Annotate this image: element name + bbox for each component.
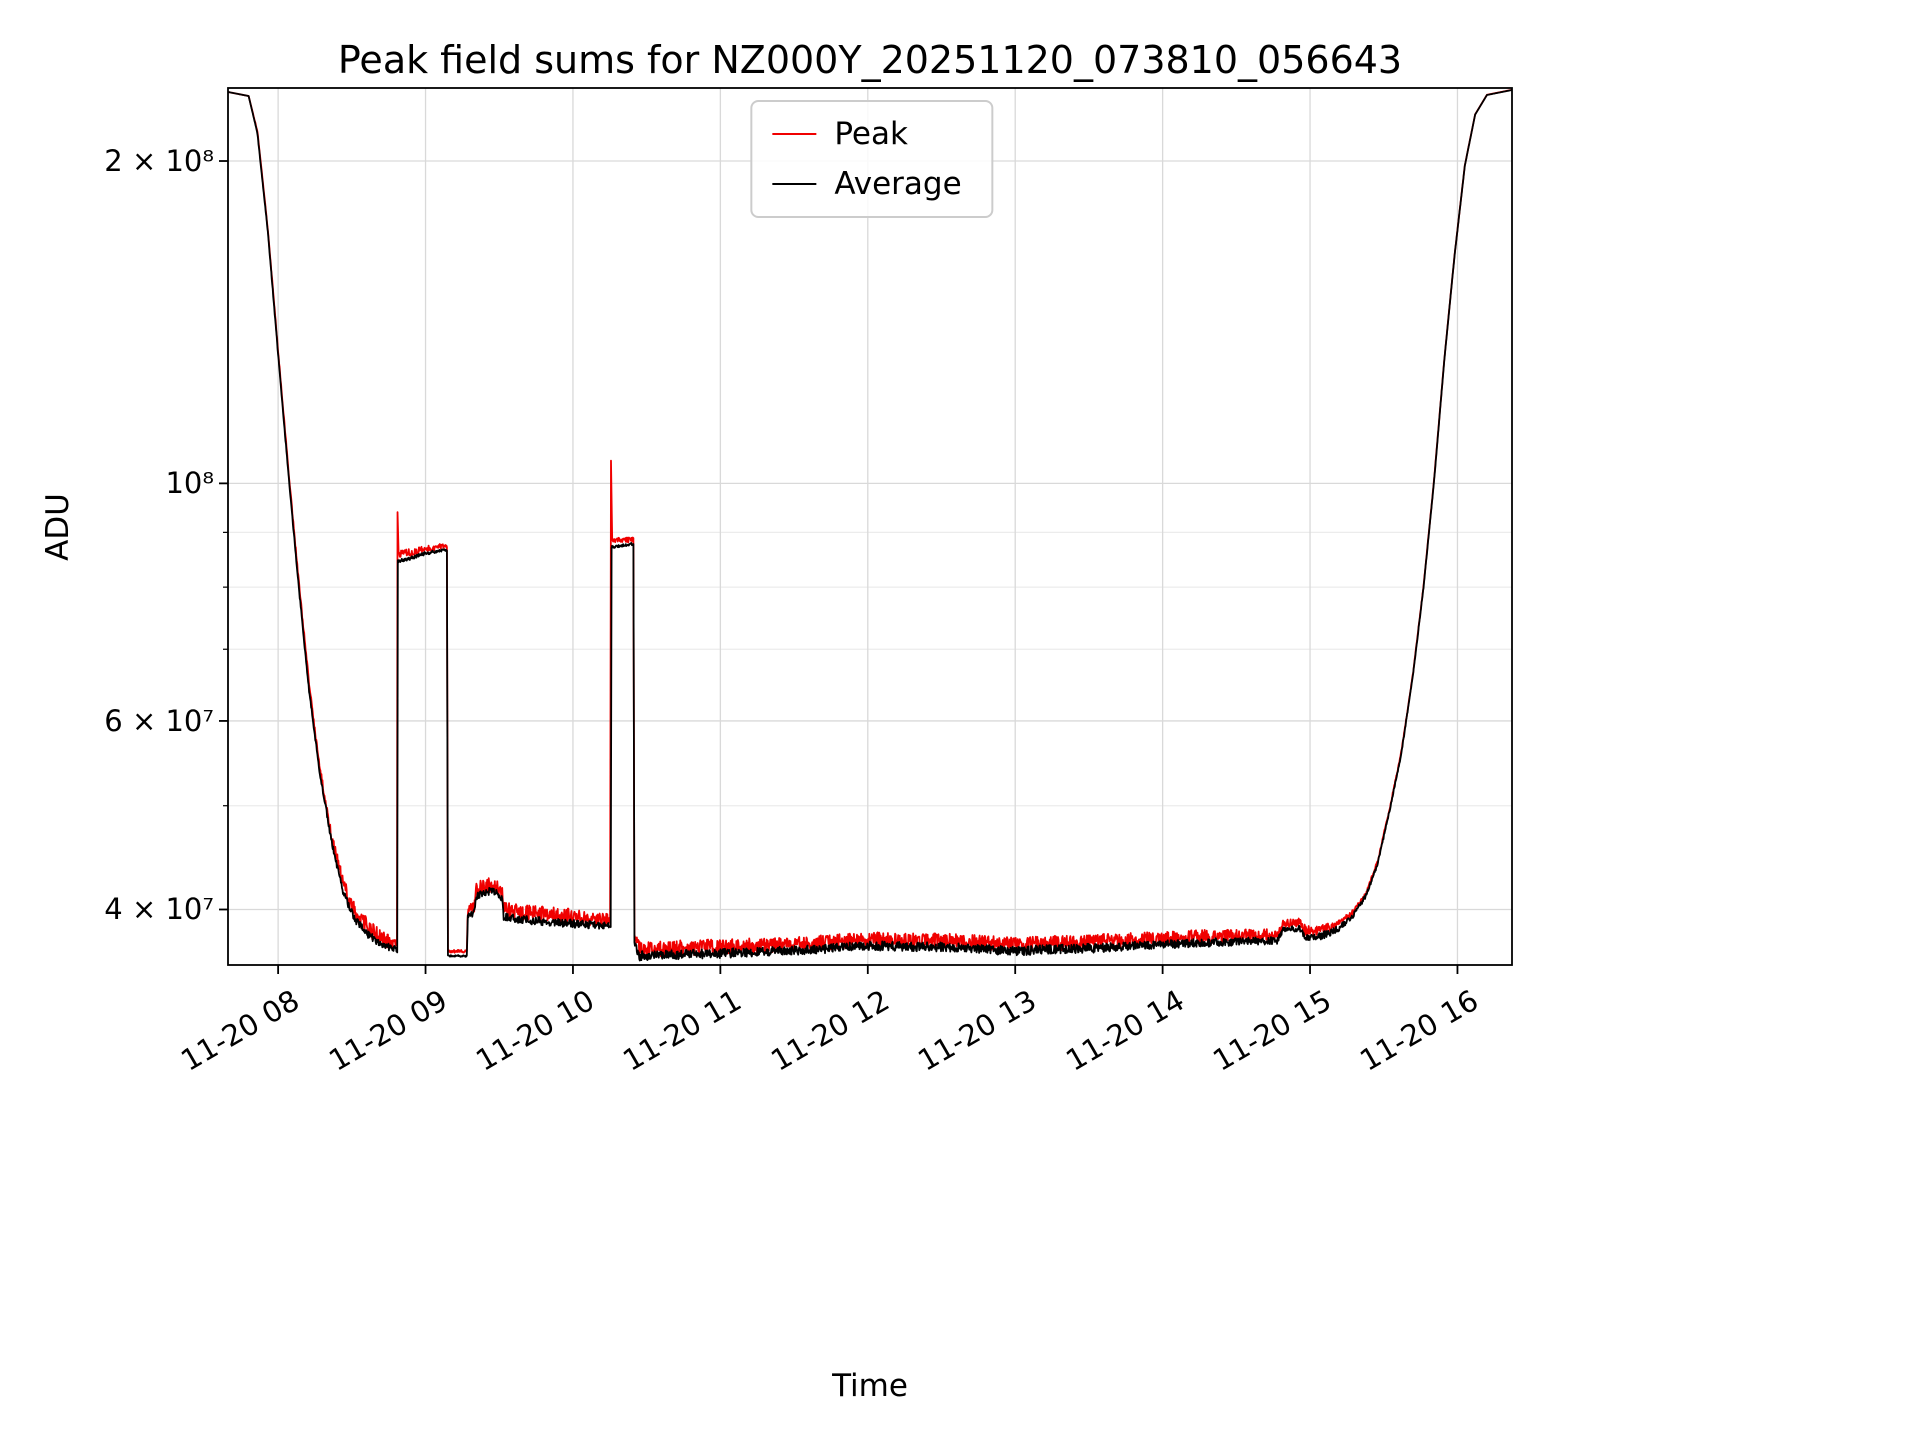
y-tick-label: 6 × 10⁷	[104, 703, 214, 738]
legend-entry-peak: Peak	[772, 116, 961, 152]
y-tick-label: 10⁸	[165, 466, 214, 501]
legend-label: Average	[834, 166, 962, 202]
legend-label: Peak	[834, 116, 908, 152]
x-axis-label: Time	[832, 1368, 908, 1404]
y-tick-label: 4 × 10⁷	[104, 892, 214, 927]
y-axis-label: ADU	[40, 493, 76, 561]
legend: Peak Average	[750, 100, 994, 218]
peak-line-sample-icon	[772, 133, 817, 135]
chart-title: Peak field sums for NZ000Y_20251120_0738…	[337, 38, 1403, 82]
legend-entry-average: Average	[772, 166, 962, 202]
average-line-sample-icon	[772, 183, 817, 185]
y-tick-label: 2 × 10⁸	[104, 144, 214, 179]
